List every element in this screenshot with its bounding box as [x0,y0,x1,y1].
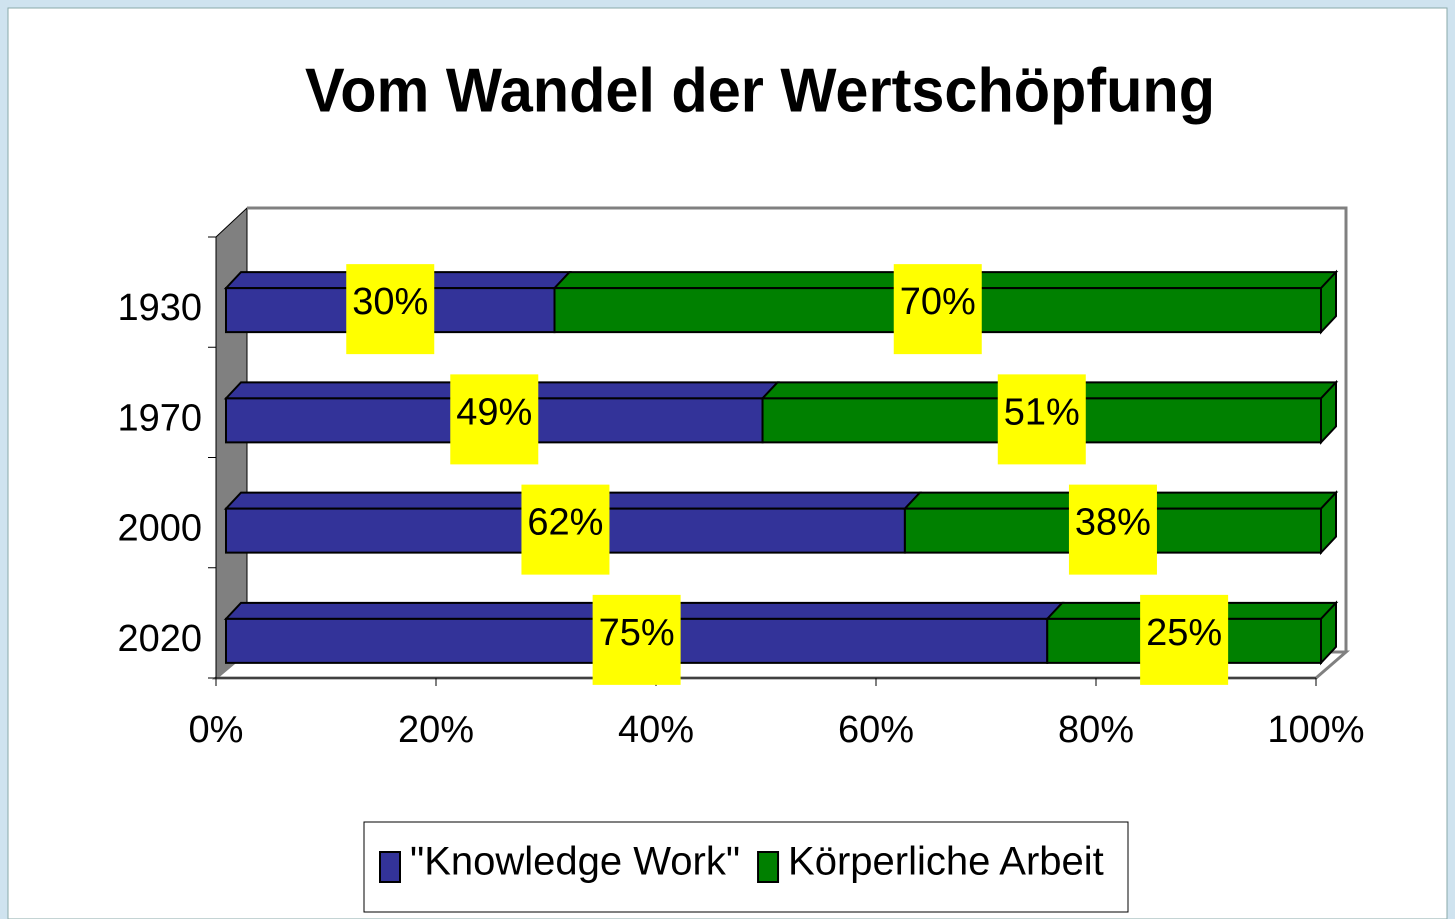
x-tick-label: 60% [838,709,914,751]
label-bg [521,484,610,575]
label-bg [1068,484,1157,575]
x-tick-label: 20% [398,709,474,751]
x-tick-label: 0% [189,709,244,751]
label-bg [893,264,982,355]
legend [363,821,1129,913]
bar-end [1320,269,1337,335]
legend-swatch [757,851,780,883]
x-tick-label: 100% [1267,709,1364,751]
chart-title: Vom Wandel der Wertschöpfung [305,56,1215,125]
value-label: 49% [456,391,532,433]
value-label: 25% [1146,612,1222,654]
label-bg [450,374,539,465]
label-bg [997,374,1086,465]
label-bg [592,594,681,685]
y-tick-label: 2020 [117,618,202,660]
bar-end [1320,490,1337,556]
back-wall [247,206,1348,652]
y-tick-label: 2000 [117,508,202,550]
bar-end [1320,379,1337,445]
x-tick-label: 80% [1058,709,1134,751]
value-label: 75% [599,612,675,654]
value-label: 30% [352,281,428,323]
x-tick-label: 40% [618,709,694,751]
legend-swatch [379,851,401,883]
legend-label: "Knowledge Work" [410,840,740,884]
y-tick-label: 1930 [117,287,202,329]
label-bg [1140,594,1229,685]
value-label: 70% [900,281,976,323]
y-tick-label: 1970 [117,397,202,439]
panel [7,7,1448,919]
bar-end [1320,600,1337,666]
value-label: 38% [1075,502,1151,544]
label-bg [346,264,435,355]
legend-label: Körperliche Arbeit [788,840,1104,884]
value-label: 62% [527,502,603,544]
value-label: 51% [1004,391,1080,433]
